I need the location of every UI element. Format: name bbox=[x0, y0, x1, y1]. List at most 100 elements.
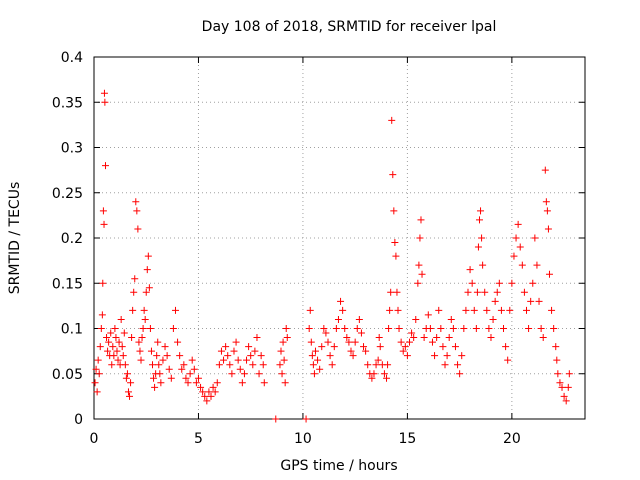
data-point bbox=[132, 198, 140, 206]
data-point bbox=[151, 383, 159, 391]
data-point bbox=[544, 225, 552, 233]
data-point bbox=[135, 338, 143, 346]
data-point bbox=[112, 334, 120, 342]
data-point bbox=[234, 356, 242, 364]
data-point bbox=[355, 315, 363, 323]
data-point bbox=[310, 370, 318, 378]
y-tick-label: 0.25 bbox=[52, 186, 83, 202]
data-point bbox=[190, 365, 198, 373]
data-point bbox=[128, 334, 136, 342]
data-point bbox=[449, 325, 457, 332]
data-point bbox=[473, 288, 481, 296]
data-point bbox=[347, 347, 355, 355]
data-point bbox=[111, 325, 119, 332]
data-point bbox=[556, 379, 564, 387]
data-point bbox=[474, 243, 482, 251]
data-point bbox=[305, 325, 313, 332]
data-point bbox=[240, 370, 248, 378]
data-point bbox=[280, 356, 288, 364]
data-point bbox=[207, 392, 215, 400]
data-point bbox=[531, 234, 539, 242]
y-tick-label: 0.05 bbox=[52, 367, 83, 383]
data-point bbox=[130, 288, 138, 296]
data-point bbox=[228, 370, 236, 378]
data-point bbox=[201, 392, 209, 400]
data-point bbox=[510, 252, 518, 260]
data-point bbox=[272, 415, 280, 423]
data-point bbox=[391, 239, 399, 247]
data-point bbox=[96, 343, 104, 351]
data-point bbox=[554, 370, 562, 378]
data-point bbox=[101, 98, 109, 106]
data-point bbox=[372, 361, 380, 369]
data-point bbox=[495, 279, 503, 287]
data-point bbox=[276, 361, 284, 369]
data-point bbox=[426, 325, 434, 332]
data-point bbox=[124, 388, 132, 396]
data-point bbox=[553, 356, 561, 364]
data-point bbox=[508, 279, 516, 287]
x-tick-label: 0 bbox=[90, 431, 99, 447]
data-point bbox=[308, 352, 316, 360]
data-point bbox=[478, 234, 486, 242]
data-point bbox=[108, 361, 116, 369]
data-point bbox=[178, 365, 186, 373]
data-point bbox=[401, 343, 409, 351]
data-point bbox=[253, 334, 261, 342]
data-points bbox=[91, 89, 573, 423]
data-point bbox=[330, 343, 338, 351]
data-point bbox=[380, 370, 388, 378]
data-point bbox=[232, 338, 240, 346]
data-point bbox=[155, 361, 163, 369]
data-point bbox=[502, 343, 510, 351]
y-tick-label: 0 bbox=[74, 412, 83, 428]
data-point bbox=[518, 261, 526, 269]
y-tick-label: 0.4 bbox=[61, 50, 83, 66]
data-point bbox=[491, 297, 499, 305]
data-point bbox=[100, 89, 108, 97]
data-point bbox=[375, 334, 383, 342]
data-point bbox=[137, 356, 145, 364]
data-point bbox=[394, 306, 402, 314]
data-point bbox=[562, 397, 570, 405]
data-point bbox=[395, 325, 403, 332]
data-point bbox=[109, 343, 117, 351]
data-point bbox=[142, 288, 150, 296]
data-point bbox=[462, 306, 470, 314]
data-point bbox=[418, 270, 426, 278]
data-point bbox=[405, 338, 413, 346]
data-point bbox=[197, 383, 205, 391]
data-point bbox=[131, 275, 139, 283]
data-point bbox=[451, 343, 459, 351]
data-point bbox=[479, 261, 487, 269]
data-point bbox=[150, 374, 158, 382]
data-point bbox=[489, 315, 497, 323]
data-point bbox=[176, 352, 184, 360]
data-point bbox=[97, 325, 105, 332]
data-point bbox=[368, 374, 376, 382]
data-point bbox=[205, 388, 213, 396]
data-point bbox=[493, 288, 501, 296]
data-point bbox=[468, 279, 476, 287]
y-tick-label: 0.2 bbox=[61, 231, 83, 247]
data-point bbox=[159, 356, 167, 364]
data-point bbox=[222, 343, 230, 351]
data-point bbox=[334, 315, 342, 323]
data-point bbox=[238, 379, 246, 387]
data-point bbox=[399, 347, 407, 355]
data-point bbox=[364, 361, 372, 369]
data-point bbox=[95, 370, 103, 378]
data-point bbox=[527, 297, 535, 305]
data-point bbox=[180, 361, 188, 369]
data-point bbox=[552, 343, 560, 351]
data-point bbox=[454, 361, 462, 369]
data-point bbox=[475, 216, 483, 224]
data-point bbox=[543, 207, 551, 215]
data-point bbox=[533, 261, 541, 269]
data-point bbox=[165, 365, 173, 373]
data-point bbox=[520, 288, 528, 296]
data-point bbox=[279, 338, 287, 346]
data-point bbox=[466, 266, 474, 274]
data-point bbox=[390, 207, 398, 215]
data-point bbox=[281, 379, 289, 387]
